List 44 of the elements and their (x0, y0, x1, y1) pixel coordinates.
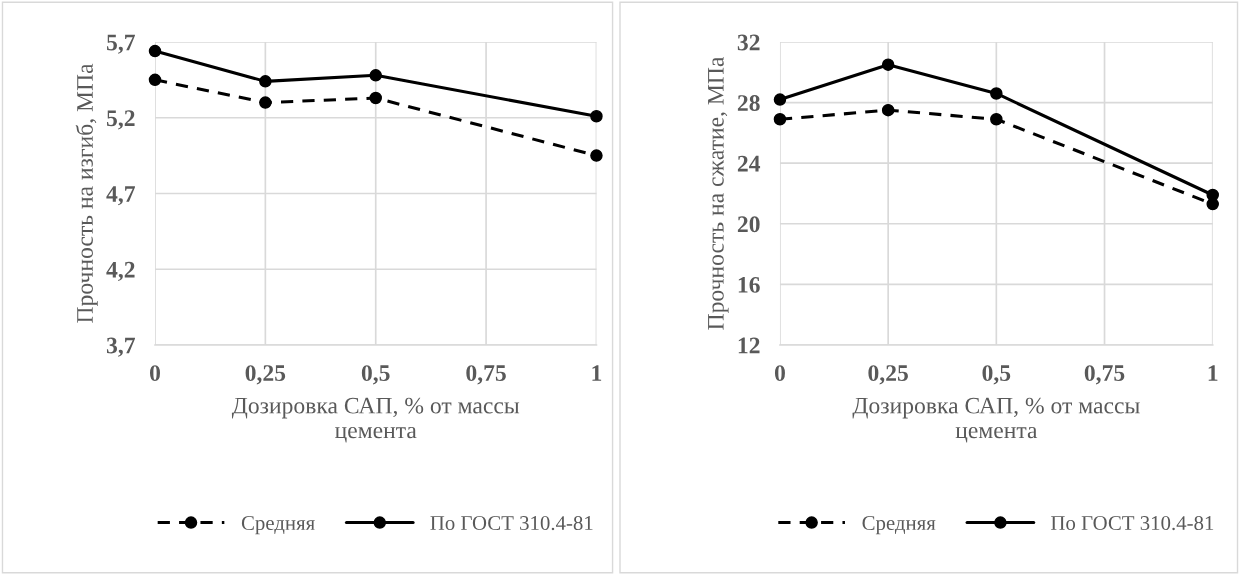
x-tick-label: 1 (592, 365, 602, 381)
x-tick-label: 0,75 (466, 365, 506, 385)
x-tick-label: 0,5 (982, 365, 1011, 385)
x-axis-title: Дозировка САП, % от массы цемента (852, 397, 1140, 443)
point (148, 73, 162, 87)
x-tick-label: 1 (1208, 365, 1218, 381)
point (590, 109, 603, 123)
point (773, 93, 787, 106)
point (1206, 188, 1219, 202)
legend-label: Средняя (862, 516, 936, 535)
y-tick-label: 5,7 (106, 34, 135, 54)
point (369, 69, 382, 82)
y-tick-label: 28 (737, 95, 760, 111)
point (259, 96, 272, 109)
y-axis-title: Прочность на изгиб, МПа (75, 63, 98, 323)
y-tick-label: 16 (738, 276, 760, 293)
x-tick-label: 0 (150, 365, 160, 382)
point (881, 103, 895, 117)
point (990, 87, 1003, 100)
x-axis-title: Дозировка САП, % от массы цемента (231, 397, 520, 443)
point (881, 58, 895, 71)
y-tick-label: 20 (737, 216, 760, 233)
point (369, 91, 382, 105)
y-tick-label: 5,2 (106, 110, 135, 130)
y-tick-label: 4,7 (106, 186, 135, 206)
x-tick-label: 0 (774, 365, 785, 382)
point (773, 112, 787, 126)
x-tick-label: 0,25 (868, 365, 908, 385)
y-tick-label: 12 (738, 337, 760, 354)
point (990, 112, 1003, 126)
x-tick-label: 0,25 (245, 365, 286, 385)
point (590, 149, 603, 162)
legend-label: По ГОСТ 310.4-81 (1051, 515, 1214, 531)
y-tick-label: 32 (737, 34, 760, 51)
y-tick-label: 3,7 (106, 337, 135, 357)
x-tick-label: 0,5 (361, 365, 390, 385)
point (148, 44, 162, 58)
y-axis-title: Прочность на сжатие, МПа (708, 56, 729, 330)
y-tick-label: 4,2 (106, 261, 135, 282)
y-tick-label: 24 (737, 155, 761, 172)
legend-label: По ГОСТ 310.4-81 (430, 515, 593, 531)
point (259, 75, 272, 88)
x-tick-label: 0,75 (1084, 365, 1125, 385)
legend-label: Средняя (241, 516, 315, 535)
